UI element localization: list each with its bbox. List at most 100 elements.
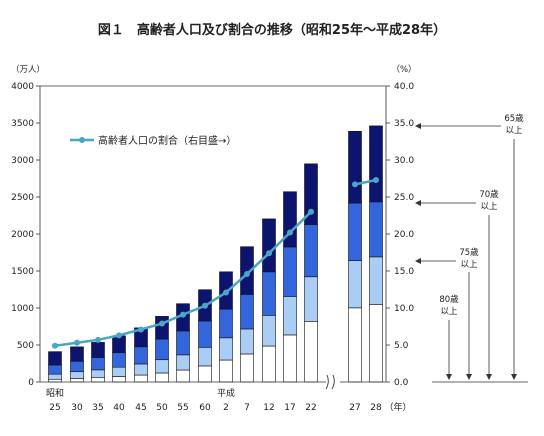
ratio-line-point [223, 289, 229, 296]
arrow-80-vertical-head [446, 374, 452, 380]
bar-segment [348, 307, 362, 383]
x-tick-label: 30 [71, 403, 83, 413]
bar-segment [219, 308, 233, 339]
left-tick-label: 2000 [11, 230, 34, 240]
right-tick-label: 25.0 [394, 193, 414, 203]
ratio-line-point [159, 320, 165, 327]
bar-segment [112, 352, 126, 368]
bar-segment [134, 374, 148, 383]
bar-segment [198, 346, 212, 367]
bar-segment [155, 359, 169, 374]
annotation-70-line1: 70歳 [479, 189, 499, 200]
axis-break-mark-1 [325, 374, 329, 390]
right-tick-label: 5.0 [394, 341, 409, 351]
legend-line-marker [79, 137, 85, 143]
ratio-line-point [95, 336, 101, 343]
x-axis-labels: 25 30 35 40 45 50 55 60 2 7 12 17 22 27 28 [49, 403, 382, 413]
left-tick-label: 1000 [11, 304, 34, 314]
right-axis-unit: （%） [391, 64, 416, 75]
bar-segment [283, 191, 297, 248]
ratio-line-point [180, 311, 186, 318]
bar-segment [176, 369, 190, 383]
x-tick-label: 25 [49, 403, 60, 413]
bar-segment [198, 365, 212, 383]
x-tick-label: 12 [263, 403, 274, 413]
right-tick-label: 35.0 [394, 119, 414, 129]
left-tick-label: 2500 [11, 193, 34, 203]
bar-segment [176, 354, 190, 371]
left-tick-label: 3000 [11, 156, 34, 166]
bar-segment [155, 338, 169, 361]
ratio-line-point [308, 208, 314, 215]
left-tick-label: 4000 [11, 82, 34, 92]
bar-segment [262, 271, 276, 316]
bar-segment [48, 364, 62, 375]
bar-segment [369, 201, 383, 258]
bar-segment [240, 246, 254, 295]
bar-segment [348, 130, 362, 204]
annotation-80-line1: 80歳 [439, 294, 459, 305]
bar-segment [262, 315, 276, 347]
left-tick-label: 1500 [11, 267, 34, 277]
chart-title: 図１ 高齢者人口及び割合の推移（昭和25年～平成28年） [98, 22, 446, 38]
bar-segment [240, 294, 254, 330]
bar-segment [283, 246, 297, 297]
arrow-70-vertical-head [486, 374, 492, 380]
arrow-65-horizontal-head [415, 123, 421, 129]
ratio-line-point [287, 229, 293, 236]
bar-segment [70, 360, 84, 373]
arrow-75-horizontal-head [415, 258, 421, 264]
bar-segment [348, 202, 362, 261]
annotation-75-line1: 75歳 [459, 247, 479, 258]
bar-segment [240, 353, 254, 383]
bar-segment [155, 372, 169, 383]
right-tick-label: 40.0 [394, 82, 414, 92]
arrow-65-vertical-head [511, 374, 517, 380]
bar-segment [369, 125, 383, 203]
plot-frame [39, 85, 387, 390]
bar-segment [155, 316, 169, 340]
ratio-line-point [352, 181, 358, 188]
bar-segment [219, 359, 233, 383]
bar-segment [283, 296, 297, 336]
age-annotations: 65歳 以上 70歳 以上 75歳 以上 80歳 以上 [415, 113, 528, 383]
bar-segment [70, 346, 84, 362]
bar-segment [304, 276, 318, 322]
legend: 高齢者人口の割合（右目盛→） [70, 134, 236, 147]
left-axis-ticks: 0 500 1000 1500 2000 2500 3000 3500 4000 [11, 82, 40, 388]
bar-segment [134, 346, 148, 365]
annotation-80-line2: 以上 [440, 307, 458, 317]
ratio-line [52, 176, 379, 349]
bar-segment [262, 345, 276, 383]
right-tick-label: 15.0 [394, 267, 414, 277]
bar-segment [112, 366, 126, 377]
bar-segment [348, 260, 362, 309]
right-axis-ticks: 0.0 5.0 10.0 15.0 20.0 25.0 30.0 35.0 40.0 [386, 82, 414, 388]
bars [48, 125, 383, 383]
bar-segment [369, 304, 383, 383]
ratio-line-point [244, 270, 250, 277]
bar-segment [91, 377, 105, 383]
right-tick-label: 10.0 [394, 304, 414, 314]
annotation-65-line1: 65歳 [504, 113, 524, 124]
x-tick-label: 22 [305, 403, 316, 413]
right-tick-label: 0.0 [394, 378, 409, 388]
right-tick-label: 30.0 [394, 156, 414, 166]
ratio-line-series [354, 178, 377, 186]
left-tick-label: 0 [28, 378, 34, 388]
bar-segment [304, 163, 318, 225]
x-tick-label: 17 [284, 403, 295, 413]
bar-segment [369, 256, 383, 305]
x-tick-label: 40 [113, 403, 125, 413]
bar-segment [304, 321, 318, 383]
bar-segment [48, 373, 62, 380]
annotation-70-line2: 以上 [480, 202, 498, 212]
x-tick-label: 55 [177, 403, 188, 413]
x-tick-label: 50 [156, 403, 168, 413]
bar-segment [91, 342, 105, 358]
axis-break-mark-2 [331, 374, 335, 390]
bar-segment [198, 320, 212, 348]
arrow-75-vertical-head [466, 374, 472, 380]
ratio-line-point [52, 342, 58, 349]
